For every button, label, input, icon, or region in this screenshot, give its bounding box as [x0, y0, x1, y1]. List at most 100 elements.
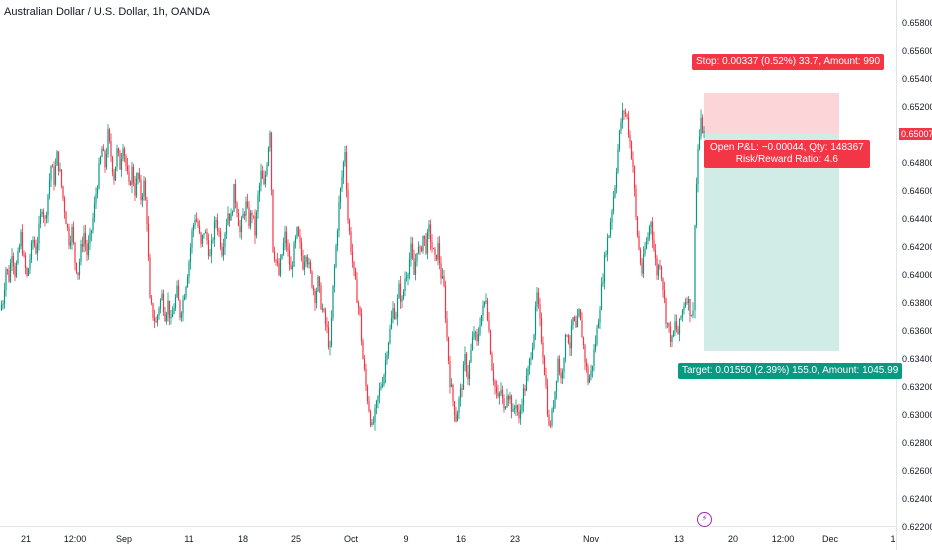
- price-plot[interactable]: [0, 0, 896, 526]
- candle-body: [684, 302, 687, 307]
- candle-body: [180, 313, 183, 318]
- candle-body: [242, 213, 244, 219]
- time-tick-label: Nov: [582, 534, 600, 544]
- candle-body: [443, 276, 445, 286]
- candle-body: [509, 395, 511, 400]
- candle-body: [155, 321, 157, 323]
- candle-body: [38, 223, 40, 244]
- candle-body: [366, 386, 369, 402]
- candle-body: [26, 267, 28, 276]
- candle-body: [413, 258, 415, 275]
- candle-body: [39, 214, 42, 224]
- candle-body: [206, 231, 208, 241]
- price-tick-label: 0.65007: [899, 128, 932, 141]
- candle-body: [455, 414, 457, 422]
- candle-body: [87, 242, 90, 256]
- candle-body: [378, 388, 381, 396]
- candle-body: [69, 241, 72, 246]
- candle-body: [273, 251, 276, 260]
- candle-body: [524, 388, 526, 391]
- candle-body: [254, 216, 256, 236]
- candle-body: [459, 388, 462, 399]
- candle-body: [134, 183, 136, 196]
- candle-body: [141, 196, 144, 201]
- candle-body: [86, 244, 88, 256]
- candle-body: [57, 151, 60, 171]
- lightning-bolt-icon[interactable]: ⚡: [697, 512, 712, 527]
- candle-body: [111, 157, 114, 173]
- target-label[interactable]: Target: 0.01550 (2.39%) 155.0, Amount: 1…: [678, 363, 903, 379]
- candle-body: [686, 302, 688, 303]
- candle-body: [527, 368, 529, 377]
- candle-body: [351, 251, 354, 262]
- candle-body: [681, 310, 684, 317]
- candle-body: [261, 170, 264, 179]
- candle-body: [185, 286, 187, 297]
- candle-body: [213, 221, 216, 240]
- candle-body: [296, 227, 298, 238]
- candle-body: [189, 247, 192, 263]
- candle-body: [14, 266, 16, 277]
- candle-body: [99, 157, 102, 164]
- candle-body: [227, 213, 229, 225]
- candle-body: [243, 213, 246, 216]
- candle-body: [479, 324, 481, 335]
- candle-body: [525, 376, 528, 391]
- time-tick-label: 12:00: [63, 534, 87, 544]
- candle-body: [468, 362, 471, 380]
- candle-body: [668, 322, 670, 327]
- candle-body: [482, 305, 484, 316]
- stop-label[interactable]: Stop: 0.00337 (0.52%) 33.7, Amount: 990: [692, 54, 885, 70]
- candle-body: [533, 334, 535, 348]
- candle-body: [503, 398, 505, 409]
- candle-body: [438, 243, 441, 264]
- candle-body: [20, 231, 22, 247]
- candle-body: [110, 140, 112, 158]
- candle-body: [534, 306, 537, 335]
- candle-body: [83, 233, 85, 247]
- price-tick-label: 0.65800: [902, 18, 932, 28]
- candle-body: [159, 299, 162, 309]
- candle-body: [201, 235, 204, 244]
- candle-body: [362, 340, 364, 360]
- candle-body: [419, 246, 421, 248]
- price-tick-label: 0.65600: [902, 46, 932, 56]
- candle-body: [446, 318, 448, 338]
- candle-body: [77, 272, 79, 275]
- candle-body: [428, 224, 430, 232]
- candle-body: [188, 262, 190, 277]
- candle-body: [485, 300, 487, 302]
- pnl-label[interactable]: Open P&L: −0.00044, Qty: 148367 Risk/Rew…: [704, 140, 870, 168]
- candle-body: [167, 300, 169, 315]
- candle-body: [698, 136, 701, 150]
- candle-body: [599, 309, 601, 323]
- candle-body: [333, 266, 336, 286]
- candle-body: [236, 203, 238, 214]
- candle-body: [96, 188, 99, 195]
- candle-body: [6, 269, 9, 271]
- candle-body: [5, 269, 7, 291]
- time-tick-label: 18: [237, 534, 249, 544]
- candle-body: [635, 188, 637, 217]
- candle-body: [641, 262, 643, 274]
- candle-body: [363, 359, 366, 370]
- candle-body: [192, 225, 195, 231]
- candle-body: [498, 393, 501, 397]
- price-tick-label: 0.64600: [902, 186, 932, 196]
- candle-body: [200, 232, 202, 244]
- candle-body: [42, 211, 45, 218]
- candle-body: [396, 298, 399, 318]
- candle-body: [47, 194, 49, 215]
- candle-body: [228, 213, 231, 221]
- candle-body: [630, 141, 633, 159]
- candle-body: [117, 148, 120, 154]
- candle-body: [639, 249, 642, 263]
- price-tick-label: 0.65400: [902, 74, 932, 84]
- candle-body: [384, 360, 387, 376]
- candle-body: [572, 317, 574, 326]
- candle-body: [512, 408, 514, 412]
- price-tick-label: 0.65200: [902, 102, 932, 112]
- candle-body: [150, 297, 153, 304]
- candle-body: [623, 110, 625, 112]
